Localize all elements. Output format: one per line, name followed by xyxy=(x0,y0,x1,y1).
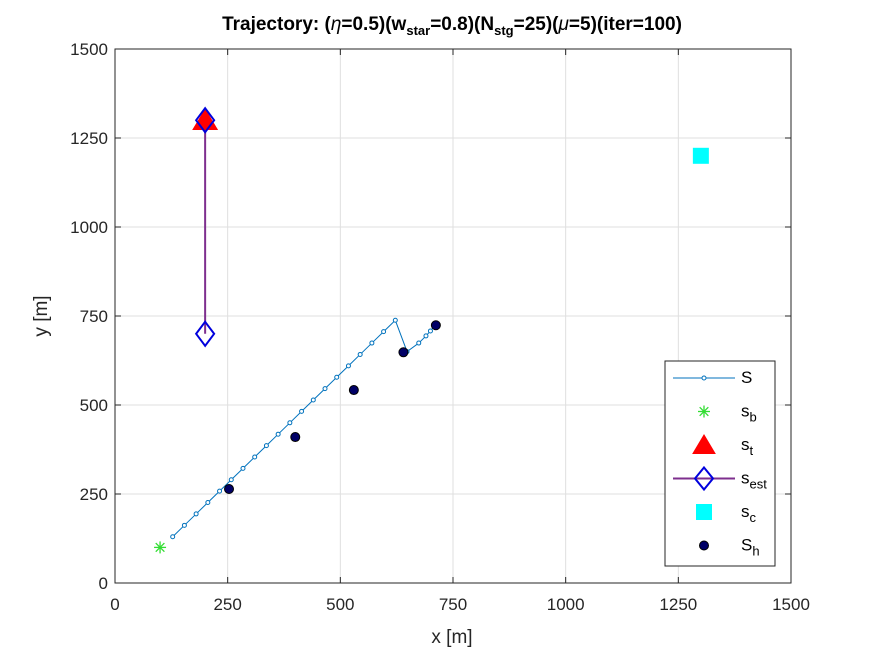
legend-entry-Sh: Sh xyxy=(699,536,760,559)
legend-entry-S: S xyxy=(673,368,752,387)
legend-label-sest: sest xyxy=(741,469,767,492)
series-S-point xyxy=(322,386,328,392)
series-sb-point xyxy=(154,541,167,554)
series-Sh-point xyxy=(224,484,235,495)
series-S-point xyxy=(275,431,281,437)
x-tick-label: 750 xyxy=(439,595,467,614)
y-tick-label: 1250 xyxy=(70,129,108,148)
legend-entry-sc: sc xyxy=(696,502,757,525)
x-tick-label: 1000 xyxy=(547,595,585,614)
series-sest-point xyxy=(194,106,216,134)
y-axis-label: y [m] xyxy=(31,295,52,336)
x-tick-label: 250 xyxy=(213,595,241,614)
y-tick-label: 0 xyxy=(99,574,108,593)
axis-ticks: 0 250 500 750 1000 1250 1500 0 250 500 750 1000 1250… xyxy=(70,40,810,614)
legend-entry-st: st xyxy=(692,434,754,458)
legend-entry-sest: sest xyxy=(673,465,767,492)
legend-label-S: S xyxy=(741,368,752,387)
legend-st-symbol xyxy=(692,434,716,454)
legend-sb-symbol xyxy=(698,405,710,418)
series-S-point xyxy=(381,329,387,335)
legend-label-sb: sb xyxy=(741,402,757,425)
series-S-point xyxy=(299,408,305,414)
series-S-point xyxy=(205,500,211,506)
legend-label-Sh: Sh xyxy=(741,536,760,559)
legend-label-sc: sc xyxy=(741,502,757,525)
legend: Ssb st sest sc Sh xyxy=(664,360,776,567)
y-tick-label: 750 xyxy=(80,307,108,326)
x-axis-label: x [m] xyxy=(431,627,472,648)
series-S-point xyxy=(287,420,293,426)
series-S-point xyxy=(310,397,316,403)
series-S-point xyxy=(181,522,187,528)
x-tick-label: 0 xyxy=(110,595,119,614)
series-S-point xyxy=(357,351,363,357)
series-sc-point xyxy=(692,147,709,164)
legend-label-st: st xyxy=(741,435,754,458)
series-Sh-point xyxy=(430,320,441,331)
series-S-point xyxy=(263,443,269,449)
series-Sh-point xyxy=(398,347,409,358)
series-S-point xyxy=(423,333,429,339)
series-sest-point xyxy=(194,320,216,348)
series-S-point xyxy=(170,534,176,540)
y-tick-label: 1500 xyxy=(70,40,108,59)
x-tick-label: 1250 xyxy=(659,595,697,614)
series-S-point xyxy=(427,328,433,334)
series-Sh-point xyxy=(290,432,301,443)
series-S-point xyxy=(228,477,234,483)
plot-area xyxy=(154,106,709,554)
legend-entry-sb: sb xyxy=(698,402,757,425)
series-Sh-point xyxy=(348,385,359,396)
legend-box xyxy=(664,360,776,567)
series-S-point xyxy=(334,374,340,380)
y-tick-label: 500 xyxy=(80,396,108,415)
series-S-point xyxy=(217,488,223,494)
series-S-point xyxy=(252,454,258,460)
series-S-point xyxy=(369,340,375,346)
chart-title: Trajectory: (η=0.5)(wstar=0.8)(Nstg=25)(… xyxy=(222,14,682,38)
y-tick-label: 250 xyxy=(80,485,108,504)
series-S-point xyxy=(416,340,422,346)
series-S-point xyxy=(345,363,351,369)
x-tick-label: 500 xyxy=(326,595,354,614)
legend-sest-symbol xyxy=(693,465,715,492)
series-S-point xyxy=(392,317,398,323)
x-tick-label: 1500 xyxy=(772,595,810,614)
series-S-point xyxy=(193,511,199,517)
y-tick-label: 1000 xyxy=(70,218,108,237)
series-S-point xyxy=(240,465,246,471)
